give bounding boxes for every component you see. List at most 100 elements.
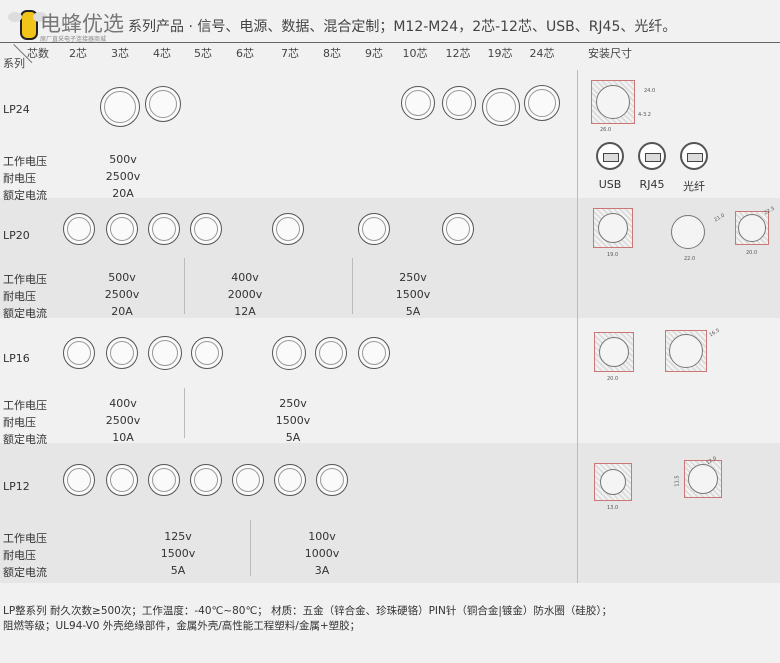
connector-face-drawing — [191, 337, 223, 369]
spec-label-voltage: 工作电压 — [3, 532, 47, 545]
spec-value-withstand: 2500v — [104, 288, 140, 301]
column-header: 5芯 — [194, 47, 212, 60]
column-header: 7芯 — [281, 47, 299, 60]
column-mount: 安装尺寸 — [588, 47, 632, 60]
spec-value-withstand: 2000v — [227, 288, 263, 301]
port-label: USB — [598, 178, 622, 191]
connector-face-drawing — [106, 337, 138, 369]
column-header: 24芯 — [529, 47, 555, 60]
spec-label-withstand: 耐电压 — [3, 172, 36, 185]
spec-value-current: 5A — [285, 431, 301, 444]
connector-face-drawing — [100, 87, 140, 127]
port-2-drawing — [680, 142, 708, 170]
spec-value-withstand: 2500v — [105, 414, 141, 427]
spec-value-current: 20A — [112, 187, 134, 200]
header-divider — [0, 42, 780, 43]
dim: 24.0 — [644, 88, 656, 94]
port-1-drawing — [638, 142, 666, 170]
divider — [184, 388, 185, 438]
spec-label-withstand: 耐电压 — [3, 549, 36, 562]
connector-face-drawing — [106, 464, 138, 496]
spec-label-current: 额定电流 — [3, 566, 47, 579]
dim: 11.5 — [674, 475, 681, 487]
brand-subtitle: 原厂直采电子连接器商城 — [40, 36, 107, 43]
page-title: 系列产品 · 信号、电源、数据、混合定制；M12-M24，2芯-12芯、USB、… — [128, 19, 677, 35]
dim: 4-3.2 — [638, 112, 651, 118]
mount-lp16-b — [665, 330, 707, 372]
spec-label-current: 额定电流 — [3, 307, 47, 320]
spec-value-current: 20A — [111, 305, 133, 318]
spec-label-voltage: 工作电压 — [3, 273, 47, 286]
series-name: LP24 — [3, 103, 30, 116]
spec-label-voltage: 工作电压 — [3, 399, 47, 412]
mount-lp24 — [591, 80, 635, 124]
connector-face-drawing — [63, 337, 95, 369]
connector-face-drawing — [316, 464, 348, 496]
spec-value-voltage: 250v — [399, 271, 427, 284]
connector-face-drawing — [401, 86, 435, 120]
spec-value-voltage: 500v — [108, 271, 136, 284]
spec-value-voltage: 125v — [164, 530, 192, 543]
dim: 16.5 — [708, 327, 721, 339]
mount-divider — [577, 70, 578, 583]
connector-face-drawing — [358, 337, 390, 369]
spec-value-withstand: 1500v — [275, 414, 311, 427]
column-header: 19芯 — [487, 47, 513, 60]
mount-lp20-c — [735, 211, 769, 245]
corner-cores: 芯数 — [27, 47, 49, 60]
connector-face-drawing — [274, 464, 306, 496]
spec-label-current: 额定电流 — [3, 433, 47, 446]
footer-line-1: LP整系列 耐久次数≥500次；工作温度：-40℃~80℃； 材质：五金（锌合金… — [3, 605, 613, 617]
connector-face-drawing — [358, 213, 390, 245]
connector-face-drawing — [106, 213, 138, 245]
spec-value-current: 3A — [314, 564, 330, 577]
spec-value-voltage: 500v — [109, 153, 137, 166]
spec-label-voltage: 工作电压 — [3, 155, 47, 168]
column-header: 12芯 — [445, 47, 471, 60]
connector-face-drawing — [148, 213, 180, 245]
spec-label-withstand: 耐电压 — [3, 290, 36, 303]
connector-face-drawing — [482, 88, 520, 126]
corner-series: 系列 — [3, 57, 25, 70]
port-0-drawing — [596, 142, 624, 170]
series-name: LP20 — [3, 229, 30, 242]
spec-value-withstand: 1000v — [304, 547, 340, 560]
spec-value-current: 5A — [170, 564, 186, 577]
connector-face-drawing — [272, 336, 306, 370]
dim: 13.0 — [607, 505, 619, 511]
mount-lp20-a — [593, 208, 633, 248]
connector-face-drawing — [145, 86, 181, 122]
connector-face-drawing — [315, 337, 347, 369]
spec-label-current: 额定电流 — [3, 189, 47, 202]
connector-face-drawing — [524, 85, 560, 121]
connector-face-drawing — [63, 213, 95, 245]
connector-face-drawing — [190, 213, 222, 245]
connector-face-drawing — [272, 213, 304, 245]
connector-face-drawing — [442, 86, 476, 120]
port-label: RJ45 — [639, 178, 665, 191]
series-name: LP12 — [3, 480, 30, 493]
spec-value-voltage: 400v — [109, 397, 137, 410]
connector-face-drawing — [442, 213, 474, 245]
connector-face-drawing — [148, 464, 180, 496]
column-header: 2芯 — [69, 47, 87, 60]
column-header: 6芯 — [236, 47, 254, 60]
logo — [8, 4, 48, 40]
mount-lp12-a — [594, 463, 632, 501]
connector-face-drawing — [190, 464, 222, 496]
spec-value-withstand: 1500v — [160, 547, 196, 560]
divider — [184, 258, 185, 314]
column-header: 8芯 — [323, 47, 341, 60]
spec-value-voltage: 400v — [231, 271, 259, 284]
footer-line-2: 阻燃等级；UL94-V0 外壳绝缘部件，金属外壳/高性能工程塑料/金属+塑胶； — [3, 620, 361, 632]
dim: 22.0 — [684, 256, 696, 262]
column-header: 3芯 — [111, 47, 129, 60]
series-name: LP16 — [3, 352, 30, 365]
dim: 20.0 — [746, 250, 758, 256]
mount-lp12-b — [684, 460, 722, 498]
column-header: 9芯 — [365, 47, 383, 60]
spec-value-withstand: 1500v — [395, 288, 431, 301]
mount-lp20-b — [668, 212, 708, 252]
connector-face-drawing — [148, 336, 182, 370]
spec-value-voltage: 100v — [308, 530, 336, 543]
